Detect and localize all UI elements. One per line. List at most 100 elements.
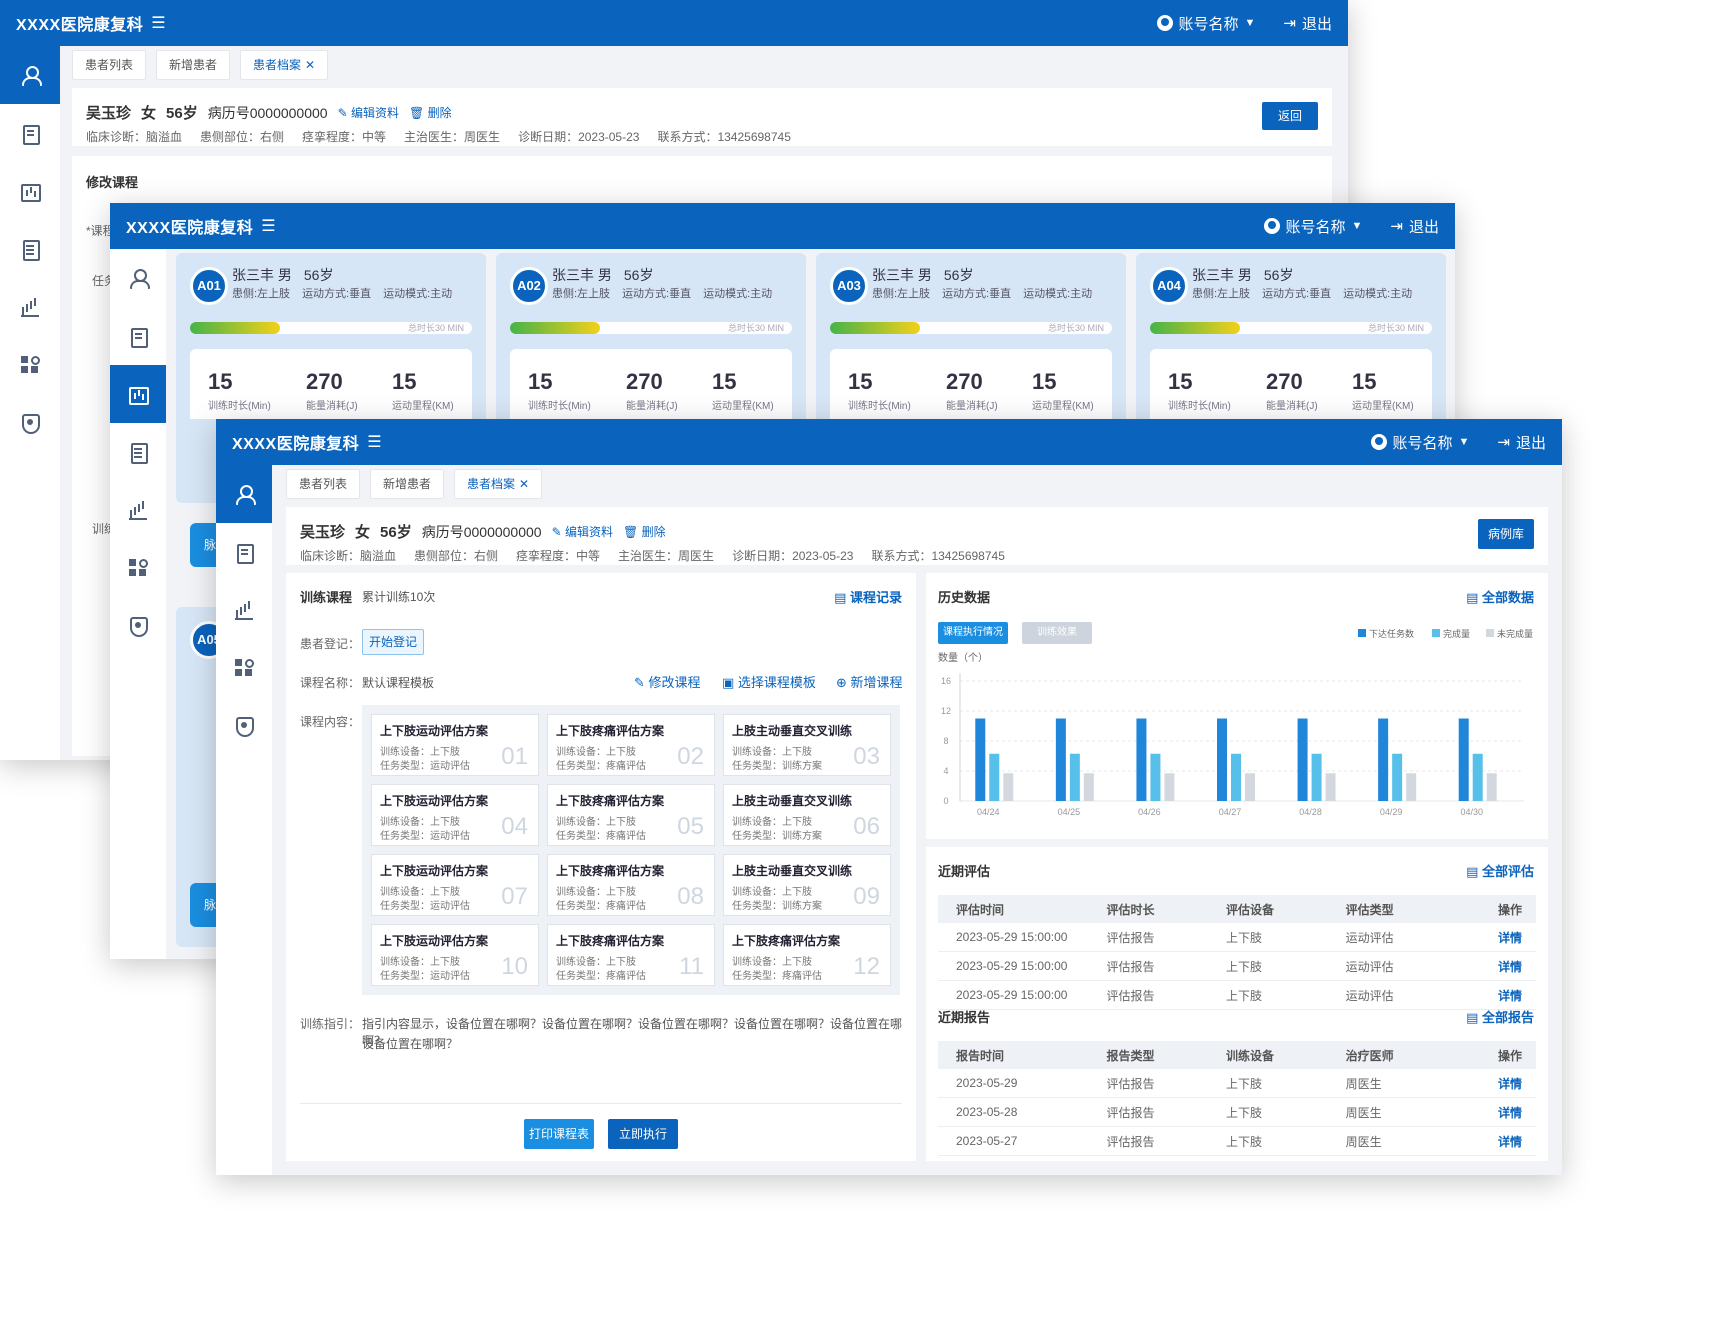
sidebar-item-reports[interactable] — [110, 423, 166, 481]
choose-template-link[interactable]: ▣ 选择课程模板 — [722, 675, 816, 690]
detail-link[interactable]: 详情 — [1464, 980, 1536, 1010]
course-card[interactable]: 上下肢运动评估方案 训练设备：上下肢 任务类型：运动评估 07 — [371, 854, 539, 916]
tab-execution[interactable]: 课程执行情况 — [938, 622, 1008, 644]
course-card[interactable]: 上下肢疼痛评估方案 训练设备：上下肢 任务类型：疼痛评估 11 — [547, 924, 715, 986]
stat-energy-label: 能量消耗(J) — [626, 401, 678, 412]
diagnosis-date: 诊断日期：2023-05-23 — [518, 130, 640, 144]
detail-link[interactable]: 详情 — [1464, 951, 1536, 981]
modify-course-link[interactable]: ✎ 修改课程 — [634, 675, 701, 690]
close-icon[interactable]: ✕ — [519, 477, 530, 491]
tab-effect[interactable]: 训练效果 — [1022, 622, 1092, 644]
training-course-title: 训练课程 — [300, 590, 353, 605]
tab-add-patient[interactable]: 新增患者 — [370, 469, 445, 499]
detail-link[interactable]: 详情 — [1464, 1097, 1536, 1127]
start-register-button[interactable]: 开始登记 — [362, 629, 425, 655]
sidebar-item-records[interactable] — [216, 523, 272, 581]
legend-swatch — [1486, 629, 1494, 637]
account-menu[interactable]: 账号名称 ▼ — [1156, 13, 1255, 34]
tab-add-patient[interactable]: 新增患者 — [156, 50, 231, 80]
sidebar-item-stats[interactable] — [0, 278, 60, 336]
menu-icon[interactable]: ☰ — [151, 15, 166, 32]
tab-patient-list[interactable]: 患者列表 — [72, 50, 147, 80]
tab-patient-file-label: 患者档案 — [253, 58, 302, 72]
all-report-link[interactable]: ▤ 全部报告 — [1466, 1010, 1534, 1025]
back-button[interactable]: 返回 — [1262, 102, 1318, 130]
table-cell: 评估报告 — [1105, 980, 1226, 1010]
sidebar-item-patients[interactable] — [216, 465, 272, 523]
course-card[interactable]: 上下肢疼痛评估方案 训练设备：上下肢 任务类型：疼痛评估 12 — [723, 924, 891, 986]
assessment-report-panel: 近期评估 ▤ 全部评估 评估时间 评估时长 评估设备 评估类型 操作 2023-05-29… — [926, 847, 1548, 1161]
tab-patient-list[interactable]: 患者列表 — [286, 469, 361, 499]
bar-2 — [1164, 773, 1175, 801]
logout-button[interactable]: ⇥ 退出 — [1497, 432, 1546, 453]
sidebar-item-admin[interactable] — [0, 394, 60, 452]
sidebar-item-records[interactable] — [0, 104, 60, 162]
course-number: 09 — [853, 883, 880, 910]
course-record-label: 课程记录 — [849, 590, 902, 605]
execute-now-button[interactable]: 立即执行 — [608, 1119, 678, 1149]
sidebar-item-apps[interactable] — [0, 336, 60, 394]
table-header-cell: 评估设备 — [1225, 895, 1345, 923]
course-card[interactable]: 上下肢疼痛评估方案 训练设备：上下肢 任务类型：疼痛评估 05 — [547, 784, 715, 846]
account-menu[interactable]: 账号名称 ▼ — [1263, 216, 1362, 237]
course-card[interactable]: 上肢主动垂直交叉训练 训练设备：上下肢 任务类型：训练方案 03 — [723, 714, 891, 776]
sidebar-item-records[interactable] — [110, 307, 166, 365]
detail-link[interactable]: 详情 — [1464, 1126, 1536, 1156]
table-cell: 运动评估 — [1344, 923, 1465, 952]
sidebar-item-monitor[interactable] — [0, 162, 60, 220]
all-assessment-link[interactable]: ▤ 全部评估 — [1466, 864, 1534, 879]
sidebar-item-reports[interactable] — [0, 220, 60, 278]
case-library-button[interactable]: 病例库 — [1478, 519, 1534, 549]
mid-topbar: XXXX医院康复科 ☰ 账号名称 ▼ ⇥ 退出 — [110, 203, 1455, 249]
course-card[interactable]: 上下肢运动评估方案 训练设备：上下肢 任务类型：运动评估 01 — [371, 714, 539, 776]
sidebar-item-stats[interactable] — [110, 481, 166, 539]
course-card[interactable]: 上肢主动垂直交叉训练 训练设备：上下肢 任务类型：训练方案 09 — [723, 854, 891, 916]
doctor: 主治医生：周医生 — [404, 130, 501, 144]
menu-icon[interactable]: ☰ — [261, 218, 276, 235]
stat-energy-value: 270 — [946, 369, 983, 394]
edit-profile-link[interactable]: ✎ 编辑资料 — [551, 525, 613, 539]
y-tick-label: 0 — [943, 796, 948, 806]
course-card[interactable]: 上下肢疼痛评估方案 训练设备：上下肢 任务类型：疼痛评估 08 — [547, 854, 715, 916]
edit-profile-link[interactable]: ✎ 编辑资料 — [337, 106, 399, 120]
progress-fill — [510, 322, 601, 334]
course-card[interactable]: 上下肢疼痛评估方案 训练设备：上下肢 任务类型：疼痛评估 02 — [547, 714, 715, 776]
course-card[interactable]: 上下肢运动评估方案 训练设备：上下肢 任务类型：运动评估 10 — [371, 924, 539, 986]
patient-age: 56岁 — [623, 267, 654, 283]
menu-icon[interactable]: ☰ — [367, 434, 382, 451]
sidebar-item-patients[interactable] — [0, 46, 60, 104]
movement-mode: 运动方式:垂直 — [942, 288, 1012, 300]
course-title: 上下肢疼痛评估方案 — [556, 934, 665, 948]
course-title: 上下肢运动评估方案 — [380, 794, 489, 808]
add-course-link[interactable]: ⊕ 新增课程 — [836, 675, 903, 690]
delete-link[interactable]: 🗑 删除 — [409, 106, 452, 120]
tab-patient-file[interactable]: 患者档案 ✕ — [454, 469, 543, 499]
sidebar-item-stats[interactable] — [216, 581, 272, 639]
sidebar-item-admin[interactable] — [110, 597, 166, 655]
sidebar-item-monitor[interactable] — [110, 365, 166, 423]
logout-button[interactable]: ⇥ 退出 — [1390, 216, 1439, 237]
course-record-link[interactable]: ▤ 课程记录 — [834, 590, 902, 605]
course-card[interactable]: 上下肢运动评估方案 训练设备：上下肢 任务类型：运动评估 04 — [371, 784, 539, 846]
delete-link[interactable]: 🗑 删除 — [623, 525, 666, 539]
detail-link[interactable]: 详情 — [1464, 1069, 1536, 1098]
account-menu[interactable]: 账号名称 ▼ — [1370, 432, 1469, 453]
bar-2 — [1406, 773, 1417, 801]
stat-distance-value: 15 — [392, 369, 417, 394]
course-card[interactable]: 上肢主动垂直交叉训练 训练设备：上下肢 任务类型：训练方案 06 — [723, 784, 891, 846]
sidebar-item-patients[interactable] — [110, 249, 166, 307]
logout-button[interactable]: ⇥ 退出 — [1283, 13, 1332, 34]
sidebar-item-admin[interactable] — [216, 697, 272, 755]
course-type: 任务类型：疼痛评估 — [556, 831, 646, 842]
table-header-cell: 训练设备 — [1225, 1041, 1345, 1069]
sidebar-item-apps[interactable] — [216, 639, 272, 697]
detail-link[interactable]: 详情 — [1464, 923, 1536, 952]
table-header-cell: 操作 — [1464, 895, 1536, 923]
all-data-link[interactable]: ▤ 全部数据 — [1466, 590, 1534, 605]
sidebar-item-apps[interactable] — [110, 539, 166, 597]
close-icon[interactable]: ✕ — [305, 58, 316, 72]
print-schedule-button[interactable]: 打印课程表 — [524, 1119, 594, 1149]
course-device: 训练设备：上下肢 — [380, 887, 460, 898]
tab-patient-file[interactable]: 患者档案 ✕ — [240, 50, 329, 80]
x-tick-label: 04/29 — [1380, 807, 1403, 817]
